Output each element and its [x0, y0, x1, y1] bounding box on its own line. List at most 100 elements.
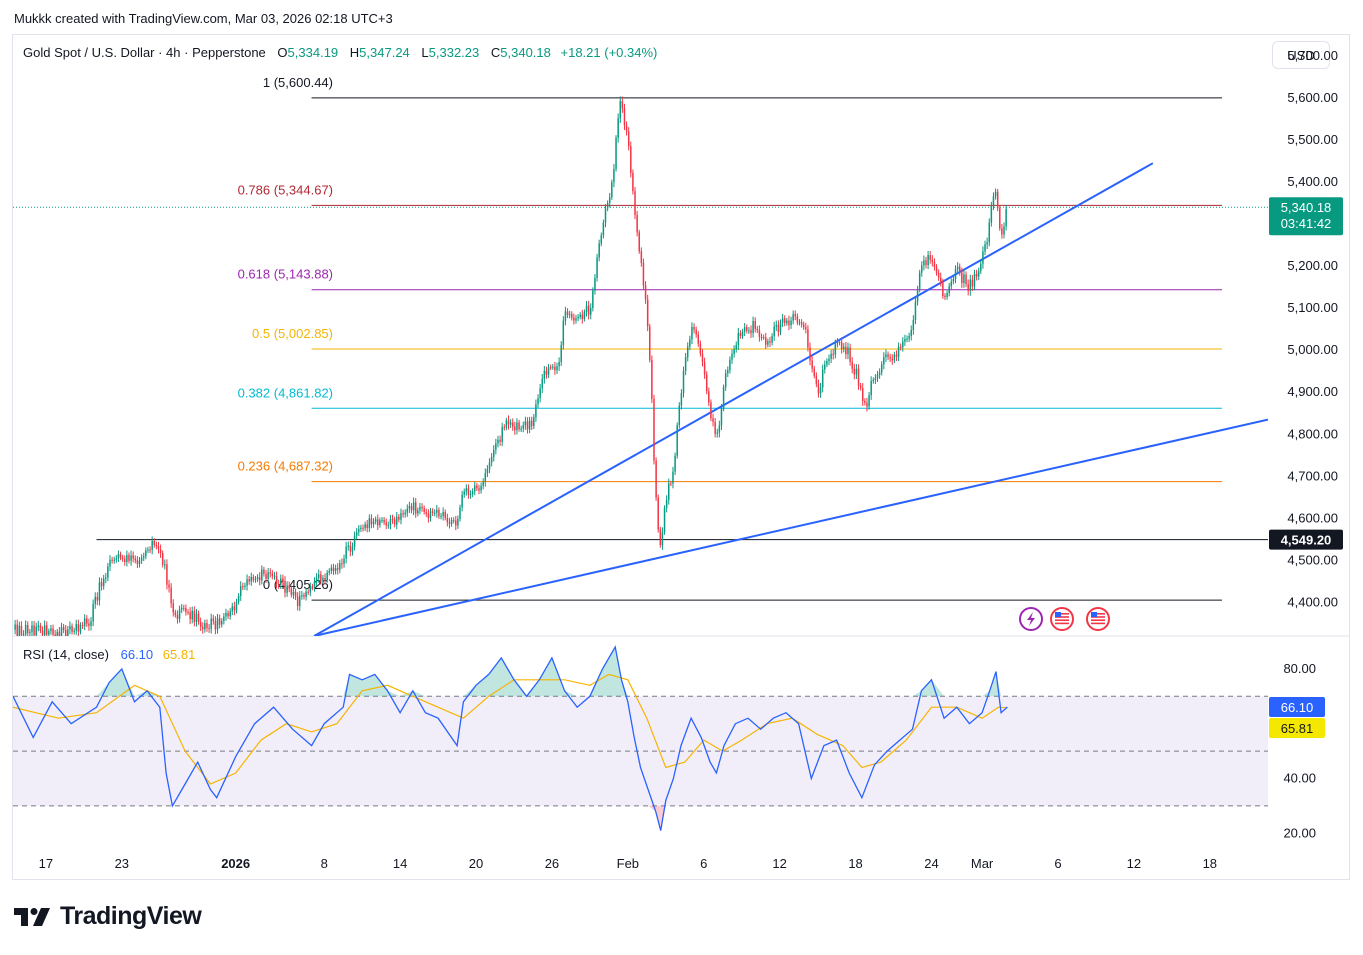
candle-body — [627, 131, 630, 147]
candle-body — [252, 577, 255, 580]
candle-body — [423, 508, 425, 512]
candle-body — [330, 567, 333, 571]
tradingview-logo: TradingView — [14, 902, 202, 931]
candle-body — [699, 343, 702, 354]
candle-body — [488, 462, 491, 470]
candle-body — [218, 618, 221, 625]
candle-body — [950, 281, 953, 287]
price-axis-tick: 4,700.00 — [1287, 468, 1338, 483]
candle-body — [29, 632, 31, 634]
fib-label-0-618: 0.618 (5,143.88) — [238, 267, 333, 282]
candle-body — [908, 335, 910, 339]
candle-body — [345, 546, 347, 559]
candle-body — [663, 507, 666, 533]
candle-body — [834, 343, 837, 355]
candle-body — [918, 272, 921, 290]
candle-body — [223, 616, 225, 622]
candle-body — [655, 460, 657, 498]
candle-body — [161, 553, 164, 565]
rsi-axis-tick: 40.00 — [1283, 770, 1316, 785]
candle-body — [910, 329, 912, 336]
symbol-legend: Gold Spot / U.S. Dollar · 4h · Peppersto… — [23, 45, 657, 60]
time-axis-tick: 26 — [545, 856, 559, 871]
candle-body — [495, 443, 497, 450]
candle-body — [568, 314, 571, 316]
candle-body — [166, 564, 168, 585]
candle-body — [861, 388, 864, 402]
candle-body — [452, 520, 455, 522]
candle-body — [27, 624, 29, 634]
candle-body — [79, 625, 82, 632]
candle-body — [832, 353, 834, 355]
candle-body — [31, 625, 33, 633]
candle-body — [642, 262, 645, 286]
candle-body — [956, 266, 959, 270]
candle-body — [794, 314, 797, 317]
candle-body — [528, 420, 531, 430]
candle-body — [870, 381, 872, 396]
candle-body — [124, 559, 126, 563]
candle-body — [212, 618, 215, 622]
time-axis-tick: 8 — [321, 856, 328, 871]
candle-body — [754, 321, 756, 329]
candle-body — [958, 266, 961, 273]
fib-label-1: 1 (5,600.44) — [263, 75, 333, 90]
low-value: 5,332.23 — [428, 45, 480, 60]
event-marker-us-2 — [1086, 607, 1110, 631]
candle-body — [889, 357, 891, 359]
candle-body — [668, 483, 670, 500]
candle-body — [296, 596, 299, 607]
candle-body — [859, 385, 862, 389]
candle-body — [503, 427, 506, 429]
candle-body — [189, 612, 191, 620]
candle-body — [128, 555, 130, 561]
event-marker-us-2-stripe — [1091, 616, 1105, 618]
candle-body — [497, 439, 499, 444]
candle-body — [73, 630, 75, 632]
symbol-title[interactable]: Gold Spot / U.S. Dollar · 4h · Peppersto… — [23, 45, 266, 60]
candle-body — [653, 398, 655, 461]
candle-body — [138, 560, 141, 564]
rsi-value-label: 66.10 — [1281, 700, 1314, 715]
rsi-axis-tick: 80.00 — [1283, 661, 1316, 676]
candle-body — [305, 591, 307, 597]
candle-body — [684, 357, 687, 371]
time-axis-tick: Feb — [617, 856, 639, 871]
candle-body — [351, 546, 354, 552]
candle-body — [474, 485, 476, 492]
candle-body — [368, 518, 371, 528]
candle-body — [703, 362, 706, 375]
candle-body — [868, 395, 870, 407]
candle-body — [746, 327, 748, 331]
candle-body — [767, 341, 769, 345]
candle-body — [773, 326, 775, 337]
candle-body — [461, 494, 463, 508]
candle-body — [248, 579, 250, 582]
candle-body — [58, 631, 61, 636]
candle-body — [372, 521, 375, 525]
candle-body — [543, 370, 546, 379]
candle-body — [571, 314, 573, 318]
rsi-title[interactable]: RSI (14, close) — [23, 647, 109, 662]
candle-body — [575, 318, 577, 321]
candle-body — [802, 324, 805, 328]
candle-body — [556, 366, 558, 371]
candle-body — [153, 540, 156, 545]
candle-body — [977, 271, 980, 277]
candle-body — [62, 627, 65, 630]
candle-body — [828, 358, 830, 362]
candle-body — [406, 508, 409, 513]
candle-body — [710, 402, 712, 419]
candle-body — [33, 625, 35, 636]
candle-body — [916, 289, 919, 302]
candle-body — [174, 612, 177, 615]
candle-body — [322, 577, 324, 582]
fib-label-0-382: 0.382 (4,861.82) — [238, 385, 333, 400]
currency-button[interactable]: USD — [1272, 41, 1330, 69]
candle-body — [883, 357, 885, 365]
candle-body — [537, 398, 539, 405]
candle-body — [887, 354, 889, 358]
candle-body — [1003, 226, 1005, 235]
time-axis-tick: Mar — [971, 856, 994, 871]
